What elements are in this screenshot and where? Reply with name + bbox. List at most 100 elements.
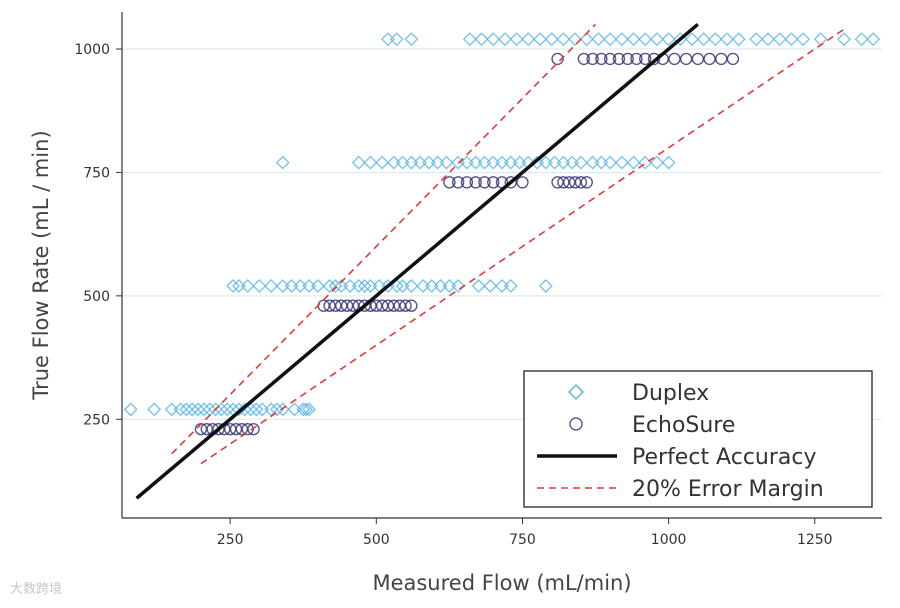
echosure-point (577, 52, 591, 66)
duplex-point (439, 155, 454, 170)
duplex-point (284, 279, 299, 293)
duplex-point (585, 155, 600, 170)
duplex-point (509, 32, 524, 47)
tick-labels: 250 500 750 1000 250 500 750 1000 1250 (74, 42, 832, 548)
duplex-point (638, 32, 653, 47)
echosure-point (726, 52, 740, 66)
duplex-point (512, 155, 527, 170)
duplex-point (237, 402, 252, 417)
echosure-point (487, 176, 500, 189)
x-tick-label: 250 (217, 532, 244, 548)
duplex-point (351, 279, 366, 293)
duplex-point (626, 155, 641, 170)
duplex-point (275, 279, 290, 293)
duplex-point (275, 402, 290, 417)
duplex-point (749, 32, 764, 47)
duplex-point (579, 32, 594, 47)
duplex-point (191, 402, 205, 417)
echosure-point (478, 176, 491, 189)
grid-lines (122, 48, 882, 420)
duplex-point (603, 32, 618, 47)
x-tick-label: 750 (509, 532, 536, 548)
duplex-point (495, 279, 509, 293)
duplex-point (574, 155, 588, 170)
duplex-point (533, 32, 547, 47)
echosure-point (460, 176, 474, 189)
echosure-point (516, 176, 529, 189)
duplex-point (404, 32, 419, 47)
duplex-point (123, 402, 138, 417)
duplex-point (302, 402, 316, 417)
y-tick-label: 1000 (74, 42, 110, 58)
duplex-point (296, 402, 311, 417)
duplex-point (650, 155, 664, 170)
duplex-point (226, 279, 240, 293)
duplex-point (287, 402, 302, 417)
duplex-point (270, 402, 284, 417)
duplex-point (591, 32, 606, 47)
error-margin-line (171, 23, 597, 455)
duplex-point (442, 279, 457, 293)
duplex-point (784, 32, 799, 47)
echosure-point (703, 52, 716, 66)
echosure-point (247, 422, 260, 436)
duplex-point (196, 402, 211, 417)
duplex-point (731, 32, 746, 47)
duplex-point (538, 279, 553, 293)
duplex-point (603, 155, 618, 170)
echosure-point (451, 176, 465, 189)
echosure-point (580, 176, 593, 189)
duplex-point (433, 279, 448, 293)
legend-label: EchoSure (632, 413, 735, 438)
echosure-point (469, 176, 482, 189)
duplex-point (322, 279, 337, 293)
duplex-point (381, 32, 395, 47)
echosure-point (574, 176, 588, 189)
duplex-point (249, 402, 264, 417)
duplex-point (474, 32, 489, 47)
echosure-point (691, 52, 705, 66)
x-axis-label: Measured Flow (mL/min) (372, 571, 631, 595)
duplex-point (343, 279, 357, 293)
duplex-point (547, 155, 562, 170)
duplex-point (796, 32, 810, 47)
duplex-point (696, 32, 711, 47)
duplex-point (462, 32, 477, 47)
echosure-point (639, 52, 652, 66)
duplex-point (302, 279, 316, 293)
duplex-point (328, 279, 343, 293)
duplex-point (565, 155, 580, 170)
duplex-point (486, 32, 501, 47)
perfect-accuracy-line (135, 23, 699, 500)
duplex-point (761, 32, 775, 47)
legend-label: 20% Error Margin (632, 477, 824, 502)
duplex-point (404, 155, 419, 170)
legend-label: Perfect Accuracy (632, 445, 817, 470)
duplex-point (375, 155, 390, 170)
duplex-point (486, 155, 501, 170)
y-axis-label: True Flow Rate (mL / min) (29, 130, 53, 400)
duplex-point (837, 32, 851, 47)
duplex-point (386, 155, 401, 170)
duplex-point (471, 279, 486, 293)
duplex-point (404, 279, 419, 293)
duplex-point (275, 155, 290, 170)
duplex-point (483, 279, 498, 293)
echosure-point (405, 299, 418, 312)
duplex-point (772, 32, 787, 47)
duplex-point (173, 402, 188, 417)
duplex-point (422, 155, 436, 170)
y-tick-label: 750 (83, 165, 110, 181)
duplex-point (293, 279, 308, 293)
duplex-point (650, 32, 664, 47)
x-tick-label: 1000 (651, 532, 687, 548)
duplex-point (477, 155, 492, 170)
duplex-point (416, 279, 430, 293)
duplex-point (614, 155, 629, 170)
duplex-point (495, 155, 509, 170)
duplex-point (185, 402, 200, 417)
echosure-point (621, 52, 634, 66)
duplex-point (556, 32, 571, 47)
duplex-point (389, 32, 404, 47)
